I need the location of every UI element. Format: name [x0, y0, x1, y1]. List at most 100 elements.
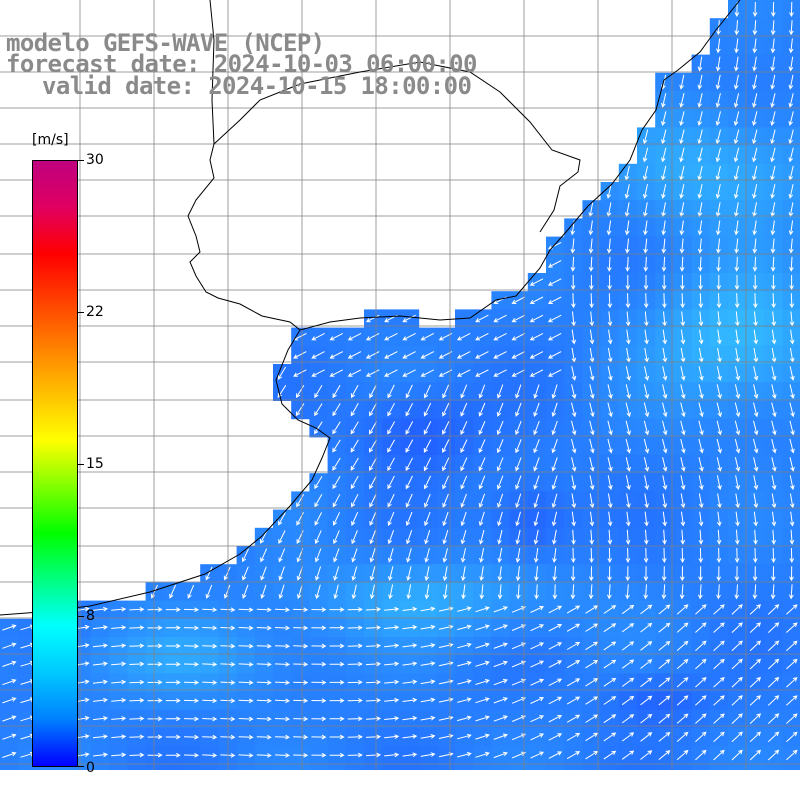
wind-arrow	[384, 369, 398, 377]
wind-arrow	[277, 366, 287, 380]
wind-arrow	[643, 420, 650, 436]
wind-arrow	[515, 384, 522, 399]
wind-arrow	[111, 716, 127, 721]
wind-arrow	[625, 529, 631, 545]
wind-arrow	[475, 332, 489, 341]
wind-arrow	[147, 625, 163, 631]
wind-arrow	[607, 420, 613, 436]
wind-arrow	[350, 421, 359, 435]
wind-arrow	[511, 351, 526, 359]
wind-arrow	[384, 606, 400, 612]
wind-arrow	[365, 625, 382, 630]
wind-arrow	[570, 584, 576, 600]
wind-arrow	[369, 475, 377, 490]
wind-arrow	[734, 20, 740, 36]
wind-arrow	[566, 714, 581, 723]
wind-arrow	[735, 493, 740, 509]
wind-arrow	[475, 715, 490, 722]
wind-arrow	[734, 238, 740, 254]
wind-arrow	[496, 439, 504, 454]
wind-arrow	[365, 332, 380, 341]
wind-arrow	[424, 566, 430, 582]
wind-arrow	[676, 640, 689, 651]
wind-arrow	[752, 74, 758, 90]
wind-arrow	[643, 256, 649, 272]
wind-arrow	[329, 734, 345, 740]
wind-arrow	[424, 584, 430, 600]
wind-arrow	[420, 661, 436, 666]
wind-arrow	[749, 713, 762, 724]
wind-arrow	[606, 220, 612, 236]
wind-arrow	[442, 421, 450, 435]
wind-arrow	[511, 660, 527, 668]
wind-arrow	[515, 402, 522, 417]
wind-arrow	[369, 384, 377, 399]
wind-arrow	[111, 697, 127, 703]
wind-arrow	[680, 529, 686, 545]
wind-arrow	[460, 475, 468, 490]
wind-arrow	[715, 56, 721, 72]
wind-arrow	[405, 457, 414, 472]
wind-arrow	[735, 329, 740, 345]
wind-arrow	[697, 147, 703, 163]
wind-arrow	[661, 256, 667, 272]
wind-arrow	[753, 529, 758, 545]
wind-arrow	[753, 329, 759, 345]
wind-arrow	[767, 604, 780, 615]
wind-arrow	[351, 548, 358, 563]
wind-arrow	[716, 366, 722, 381]
wind-arrow	[202, 734, 218, 740]
wind-arrow	[734, 547, 740, 564]
wind-arrow	[589, 329, 595, 345]
wind-arrow	[479, 548, 485, 563]
wind-arrow	[511, 314, 526, 323]
wind-arrow	[461, 584, 466, 600]
wind-arrow	[548, 715, 563, 723]
wind-arrow	[789, 420, 795, 436]
wind-arrow	[698, 457, 704, 472]
wind-arrow	[607, 366, 613, 381]
wind-arrow	[789, 1, 794, 18]
wind-arrow	[274, 734, 291, 740]
wind-arrow	[788, 38, 794, 54]
wind-arrow	[662, 402, 668, 418]
wind-arrow	[752, 93, 758, 108]
wind-arrow	[424, 529, 431, 545]
wind-arrow	[625, 275, 631, 291]
wind-arrow	[402, 752, 418, 758]
wind-arrow	[749, 640, 762, 652]
wind-arrow	[767, 622, 780, 633]
wind-arrow	[424, 493, 431, 508]
wind-arrow	[640, 641, 653, 651]
wind-arrow	[493, 314, 507, 323]
wind-arrow	[387, 530, 395, 545]
wind-arrow	[624, 184, 630, 199]
wind-arrow	[475, 733, 490, 740]
wind-arrow	[789, 566, 794, 582]
wind-arrow	[625, 238, 630, 254]
wind-arrow	[129, 752, 145, 758]
wind-arrow	[402, 351, 416, 359]
wind-arrow	[767, 749, 780, 761]
wind-arrow	[442, 548, 448, 563]
wind-arrow	[713, 749, 725, 761]
wind-arrow	[716, 256, 721, 272]
wind-arrow	[351, 566, 358, 581]
wind-arrow	[533, 529, 539, 545]
wind-arrow	[767, 658, 780, 670]
wind-arrow	[405, 402, 414, 417]
wind-arrow	[603, 732, 617, 742]
wind-arrow	[2, 660, 17, 667]
wind-arrow	[607, 311, 613, 327]
wind-arrow	[749, 604, 762, 615]
wind-arrow	[621, 604, 635, 615]
wind-arrow	[547, 314, 562, 323]
wind-arrow	[314, 403, 323, 417]
wind-arrow	[695, 640, 707, 652]
wind-arrow	[753, 402, 759, 418]
wind-arrow	[771, 366, 777, 381]
wind-arrow	[547, 278, 562, 286]
wind-arrow	[589, 384, 595, 400]
wind-arrow	[402, 606, 418, 612]
